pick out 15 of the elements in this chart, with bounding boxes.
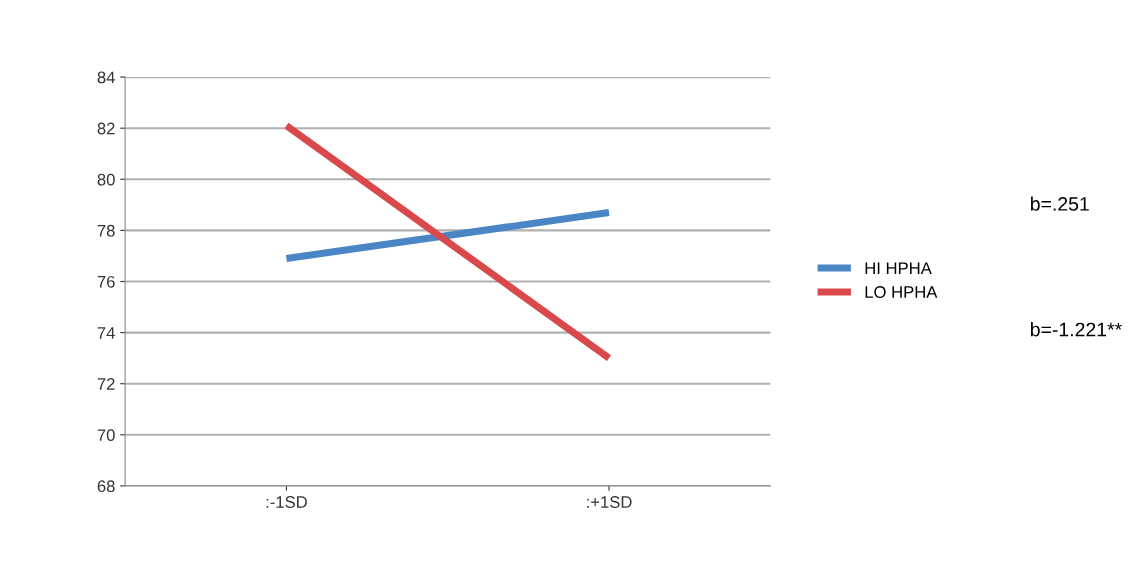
- x-tick-label: :-1SD: [266, 496, 307, 508]
- text: b=-1.221**: [1031, 322, 1122, 337]
- x-tick-label: :+1SD: [587, 496, 632, 508]
- y-tick-label: 84: [97, 71, 115, 84]
- text: b=.251: [1031, 196, 1089, 211]
- y-tick-label: 80: [97, 173, 115, 186]
- y-tick-label: 68: [97, 480, 115, 493]
- legend-label: LO HPHA: [865, 286, 938, 298]
- y-tick-label: 78: [97, 224, 115, 237]
- y-tick-label: 82: [97, 122, 115, 135]
- legend-label: HI HPHA: [865, 262, 932, 274]
- y-tick-label: 76: [97, 275, 115, 288]
- y-tick-label: 72: [97, 378, 115, 390]
- y-tick-label: 70: [97, 429, 115, 442]
- y-tick-label: 74: [97, 327, 115, 339]
